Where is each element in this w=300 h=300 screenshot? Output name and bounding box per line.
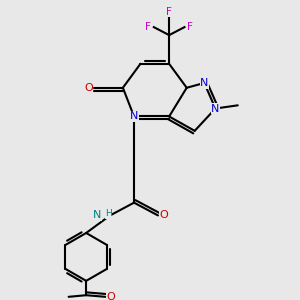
Text: N: N — [211, 103, 220, 113]
Text: F: F — [166, 7, 172, 17]
Text: H: H — [105, 209, 112, 218]
Text: O: O — [159, 210, 168, 220]
Text: O: O — [107, 292, 116, 300]
Text: N: N — [200, 78, 208, 88]
Text: F: F — [145, 22, 151, 32]
Text: N: N — [93, 210, 101, 220]
Text: F: F — [187, 22, 193, 32]
Text: N: N — [130, 112, 138, 122]
Text: O: O — [84, 83, 93, 93]
